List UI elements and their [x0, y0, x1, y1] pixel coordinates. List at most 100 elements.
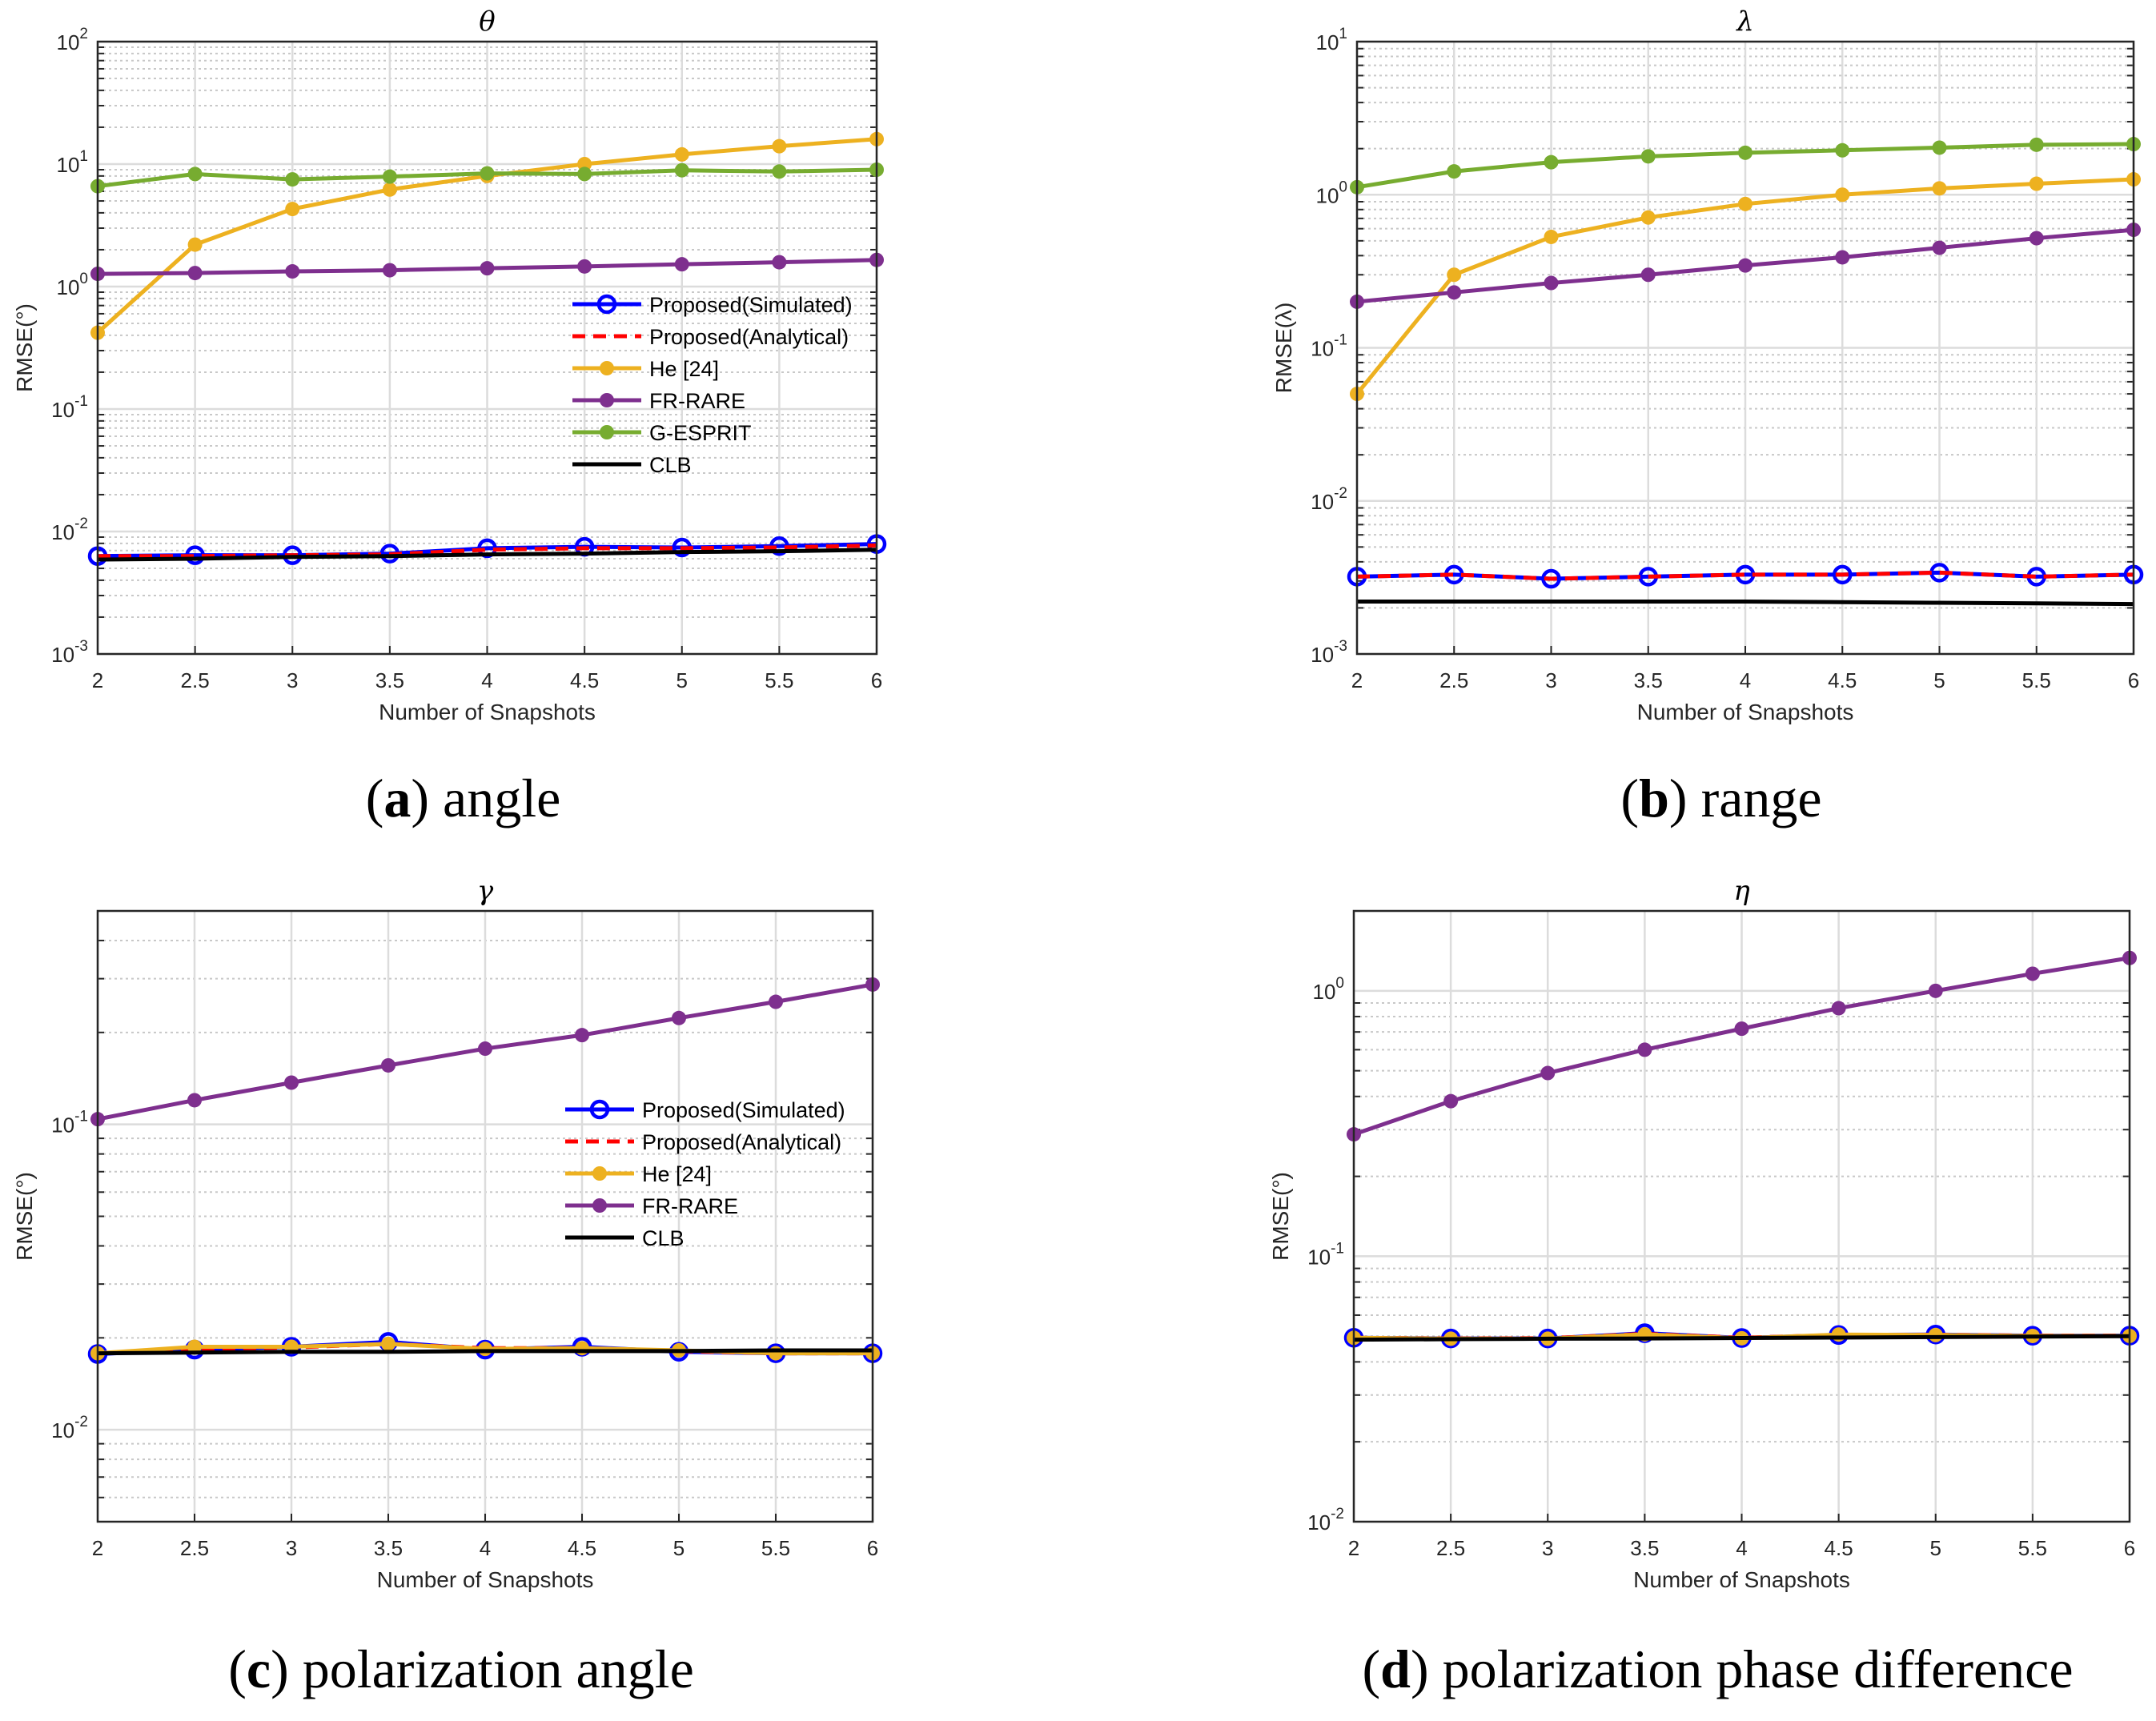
axes-box [96, 909, 874, 1523]
y-tick-exponent: -2 [1334, 485, 1347, 502]
y-tick-exponent: -3 [74, 638, 88, 655]
y-tick-label: 100 [1316, 179, 1348, 207]
data-point [1928, 983, 1943, 998]
data-point [1831, 1001, 1846, 1016]
data-point [1640, 149, 1656, 164]
caption-text: angle [443, 768, 560, 828]
caption-text: range [1701, 768, 1822, 828]
y-tick-exponent: 0 [79, 271, 88, 287]
legend-marker [589, 1099, 610, 1120]
data-point [187, 166, 203, 182]
y-tick-label: 10-2 [1311, 485, 1347, 514]
x-tick-label: 3 [1545, 668, 1556, 692]
data-point [284, 1075, 299, 1090]
data-point [2029, 231, 2044, 246]
y-tick-base: 10 [57, 153, 80, 177]
y-tick-base: 10 [51, 1418, 74, 1442]
data-point [2025, 966, 2040, 981]
data-point [382, 182, 397, 197]
x-axis-label: Number of Snapshots [379, 700, 596, 724]
legend-label: He [24] [649, 357, 719, 381]
data-point [187, 266, 203, 281]
caption-letter: d [1380, 1639, 1411, 1699]
y-tick-base: 10 [1313, 980, 1336, 1004]
y-tick-label: 10-2 [51, 1414, 88, 1442]
y-tick-base: 10 [57, 30, 80, 54]
data-point [1447, 164, 1462, 179]
legend-label: Proposed(Analytical) [642, 1130, 841, 1154]
y-tick-exponent: 1 [79, 148, 88, 165]
data-point [577, 259, 592, 274]
data-point [1738, 145, 1753, 160]
x-tick-label: 2.5 [181, 668, 210, 692]
x-tick-label: 4 [481, 668, 492, 692]
caption-paren: ( [1620, 768, 1639, 828]
y-tick-exponent: 1 [1339, 26, 1347, 42]
x-tick-label: 2 [1351, 668, 1363, 692]
series-line-clb [97, 548, 877, 562]
x-tick-label: 2.5 [1439, 668, 1468, 692]
y-tick-exponent: -3 [1334, 638, 1347, 655]
chart-title: γ [477, 875, 494, 907]
series-line-proposed-analytical- [98, 543, 877, 559]
caption-paren: ) [271, 1639, 303, 1699]
legend-marker [600, 425, 614, 439]
data-point [285, 264, 300, 279]
x-tick-label: 5 [673, 1536, 685, 1560]
caption-text: polarization angle [303, 1639, 694, 1699]
x-tick-label: 2.5 [180, 1536, 209, 1560]
data-point [1544, 154, 1559, 170]
legend-label: Proposed(Simulated) [649, 293, 853, 317]
y-tick-base: 10 [51, 643, 74, 667]
y-tick-label: 10-3 [1311, 638, 1347, 667]
x-tick-label: 3.5 [375, 668, 404, 692]
y-tick-base: 10 [51, 1113, 74, 1137]
y-tick-exponent: -1 [1331, 1240, 1344, 1257]
data-point [478, 1342, 492, 1357]
data-point [1835, 142, 1850, 158]
caption-letter: c [247, 1639, 271, 1699]
y-tick-label: 10-1 [1311, 332, 1347, 361]
data-point [381, 1057, 395, 1073]
x-tick-label: 4.5 [568, 1536, 596, 1560]
data-point [187, 1093, 202, 1108]
data-point [1932, 240, 1947, 255]
x-tick-label: 3.5 [374, 1536, 403, 1560]
x-tick-label: 5.5 [2018, 1536, 2047, 1560]
data-point [577, 157, 592, 171]
subfigure-caption: (c) polarization angle [228, 1639, 694, 1699]
y-tick-base: 10 [1311, 643, 1334, 667]
data-point [1738, 196, 1753, 211]
y-tick-exponent: -2 [1331, 1506, 1344, 1522]
data-point [1932, 140, 1947, 155]
y-tick-exponent: -1 [1334, 332, 1347, 349]
y-tick-base: 10 [1316, 30, 1339, 54]
legend-label: CLB [642, 1226, 685, 1250]
chart-title: λ [1735, 6, 1754, 38]
y-tick-exponent: -2 [74, 1414, 88, 1430]
y-tick-exponent: -1 [74, 393, 88, 410]
subfigure-caption: (b) range [1620, 768, 1821, 828]
series-line-clb [97, 1348, 873, 1356]
y-tick-exponent: -2 [74, 515, 88, 532]
x-tick-label: 5 [677, 668, 688, 692]
axes-box [1352, 909, 2131, 1523]
x-tick-label: 4.5 [570, 668, 599, 692]
data-point [1640, 210, 1656, 225]
y-tick-label: 100 [1313, 975, 1345, 1004]
y-tick-base: 10 [1311, 337, 1334, 361]
data-point [575, 1341, 589, 1356]
x-tick-label: 5 [1930, 1536, 1941, 1560]
y-tick-base: 10 [57, 275, 80, 299]
x-tick-label: 4 [1736, 1536, 1747, 1560]
data-point [382, 169, 397, 184]
series-line-clb [1353, 1334, 2130, 1342]
x-tick-label: 2 [92, 1536, 103, 1560]
x-tick-label: 4.5 [1825, 1536, 1853, 1560]
y-axis-label: RMSE(λ) [1271, 303, 1296, 394]
y-axis-label: RMSE(°) [12, 303, 37, 392]
y-tick-base: 10 [51, 520, 74, 544]
data-point [674, 146, 689, 162]
x-tick-label: 3.5 [1630, 1536, 1659, 1560]
y-tick-label: 10-3 [51, 638, 88, 667]
